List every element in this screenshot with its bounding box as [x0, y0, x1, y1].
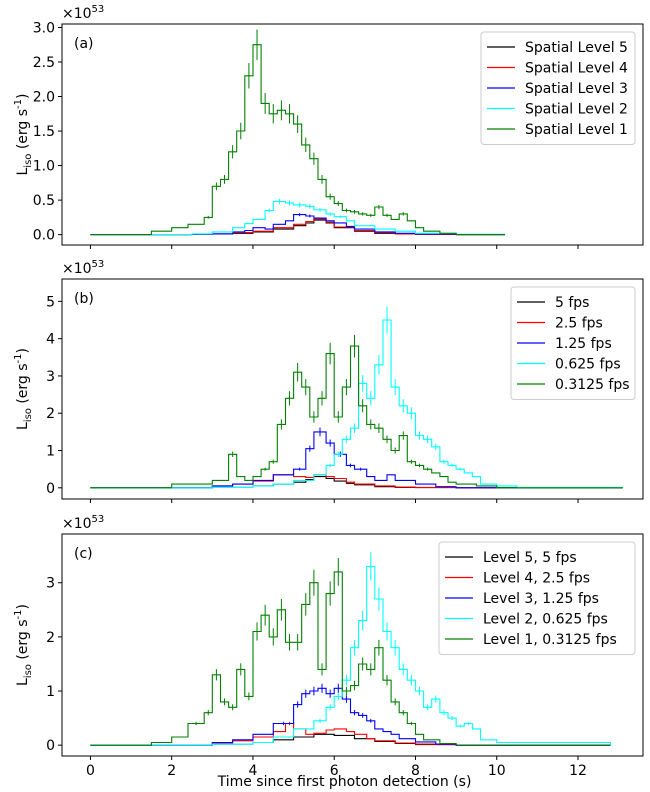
series-line-5 — [90, 44, 505, 236]
series-line-3 — [90, 214, 505, 236]
legend-label: Spatial Level 3 — [525, 81, 628, 97]
legend-label: 5 fps — [555, 295, 589, 311]
x-tick-label: 0 — [86, 763, 95, 779]
legend-label: Level 3, 1.25 fps — [483, 591, 599, 607]
plot-frame — [61, 23, 644, 246]
y-tick-label: 1 — [46, 444, 55, 460]
legend-box — [438, 541, 636, 655]
legend-label: 0.625 fps — [555, 357, 621, 373]
chart-panel-1: 0.0 0.5 1.0 1.5 2.0 2.5 3.0 ×1053 (a) Liso (erg s… — [13, 4, 644, 249]
series-line-4 — [90, 200, 506, 236]
legend-box — [480, 31, 636, 145]
legend-label: Spatial Level 1 — [525, 122, 628, 138]
legend-label: Level 2, 0.625 fps — [483, 612, 608, 628]
legend-label: 2.5 fps — [555, 316, 603, 332]
axis-multiplier: ×1053 — [62, 4, 104, 22]
y-tick-label: 5 — [46, 294, 55, 310]
y-tick-label: 1 — [46, 684, 55, 700]
y-tick-label: 3.0 — [33, 20, 55, 36]
legend-label: Spatial Level 4 — [525, 61, 628, 77]
series-line-3 — [90, 687, 611, 746]
legend-label: Level 4, 2.5 fps — [483, 571, 590, 587]
series-line-3 — [90, 431, 623, 489]
x-axis-label: Time since first photon detection (s) — [217, 774, 472, 790]
series-line-2 — [90, 722, 611, 746]
series-line-1 — [90, 476, 623, 489]
series-line-5 — [90, 571, 611, 746]
chart-panel-2: 0 1 2 3 4 5 ×1053 (b) Liso (erg s-1) 5 fps 2.5 fps… — [13, 259, 644, 503]
panel-label: (b) — [74, 291, 94, 307]
series-line-2 — [90, 474, 623, 489]
y-tick-label: 0 — [46, 738, 55, 754]
x-tick-label: 8 — [411, 763, 420, 779]
y-axis-label: Liso (erg s-1) — [13, 604, 34, 686]
y-tick-label: 0.0 — [33, 228, 55, 244]
series-line-2 — [90, 218, 505, 236]
legend-label: Spatial Level 2 — [525, 102, 628, 118]
y-tick-label: 4 — [46, 332, 55, 348]
y-axis-label: Liso (erg s-1) — [13, 93, 34, 175]
legend-label: Level 5, 5 fps — [483, 550, 577, 566]
plot-frame — [61, 278, 644, 500]
axis-multiplier: ×1053 — [62, 259, 104, 277]
y-tick-label: 2.5 — [33, 55, 55, 71]
y-axis-label: Liso (erg s-1) — [13, 348, 34, 430]
series-line-1 — [90, 219, 505, 236]
series-line-4 — [90, 319, 624, 489]
legend-label: Spatial Level 5 — [525, 40, 628, 56]
panel-label: (c) — [74, 546, 93, 562]
x-tick-label: 10 — [488, 763, 506, 779]
legend-label: Level 1, 0.3125 fps — [483, 632, 617, 648]
series-line-1 — [90, 733, 611, 746]
x-tick-label: 6 — [330, 763, 339, 779]
x-tick-label: 12 — [569, 763, 587, 779]
axis-multiplier: ×1053 — [62, 514, 104, 532]
panel-label: (a) — [74, 36, 94, 52]
legend-box — [510, 286, 636, 400]
y-tick-label: 0.5 — [33, 193, 55, 209]
x-tick-label: 2 — [167, 763, 176, 779]
legend-label: 0.3125 fps — [555, 377, 630, 393]
y-tick-label: 1.0 — [33, 159, 55, 175]
legend-label: 1.25 fps — [555, 336, 612, 352]
y-tick-label: 0 — [46, 481, 55, 497]
y-tick-label: 3 — [46, 369, 55, 385]
x-tick-label: 4 — [248, 763, 257, 779]
y-tick-label: 3 — [46, 576, 55, 592]
y-tick-label: 2 — [46, 630, 55, 646]
y-tick-label: 2 — [46, 406, 55, 422]
plot-frame — [61, 533, 644, 757]
series-line-5 — [90, 345, 623, 489]
y-tick-label: 2.0 — [33, 90, 55, 106]
y-tick-label: 1.5 — [33, 124, 55, 140]
